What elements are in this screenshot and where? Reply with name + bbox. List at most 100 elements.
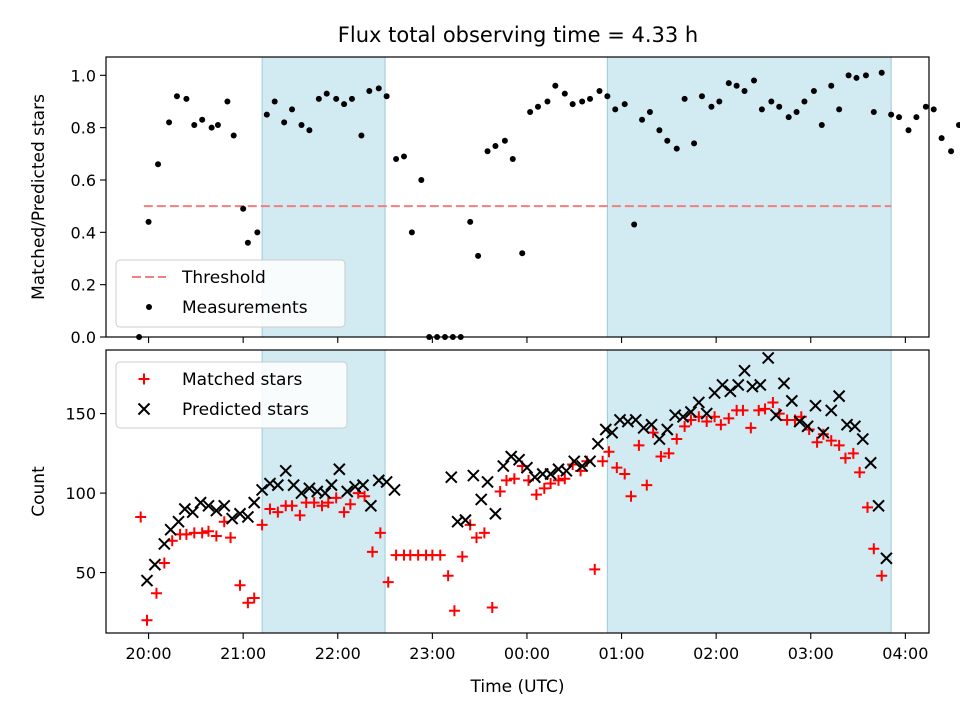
measurement-point — [896, 114, 903, 121]
matched-star-point — [868, 543, 880, 555]
predicted-star-point — [271, 478, 285, 492]
measurement-point — [878, 69, 885, 76]
predicted-star-point — [279, 464, 292, 478]
predicted-star-point — [809, 399, 822, 412]
measurement-point — [298, 122, 305, 129]
x-tick-label: 01:00 — [599, 644, 645, 663]
matched-star-point — [202, 525, 214, 537]
legend-label: Predicted stars — [182, 400, 309, 420]
measurement-point — [664, 137, 671, 144]
matched-star-point — [359, 490, 371, 502]
top-legend: Threshold Measurements — [115, 259, 346, 328]
measurement-point — [492, 142, 499, 149]
top-y-axis-label: Matched/Predicted stars — [29, 94, 49, 300]
x-tick-label: 20:00 — [126, 644, 172, 663]
y-tick-label: 1.0 — [71, 66, 96, 85]
measurement-point — [938, 135, 945, 142]
measurement-point — [955, 122, 960, 129]
y-tick-label: 100 — [65, 484, 96, 503]
predicted-star-point — [761, 351, 775, 365]
measurement-point — [333, 95, 340, 102]
measurement-point — [166, 119, 173, 126]
matched-star-point — [434, 549, 446, 561]
measurement-point — [673, 145, 680, 152]
predicted-star-point — [817, 426, 830, 439]
matched-star-point — [234, 579, 246, 591]
predicted-star-point — [605, 426, 619, 439]
predicted-star-point — [318, 486, 332, 500]
matched-star-point — [723, 412, 735, 424]
predicted-star-point — [178, 502, 192, 516]
predicted-star-point — [333, 463, 346, 476]
matched-star-point — [210, 530, 222, 542]
measurement-point — [768, 98, 775, 105]
measurement-point — [534, 103, 541, 110]
predicted-star-point — [247, 496, 261, 509]
measurement-point — [905, 127, 912, 134]
predicted-star-point — [661, 423, 674, 436]
matched-star-point — [366, 546, 378, 558]
predicted-star-point — [544, 467, 557, 481]
count-panel: 50 100 150 20:00 21:00 22:00 23:00 00:00 01:00 0… — [29, 349, 930, 697]
predicted-star-point — [825, 404, 838, 417]
top-axes-frame — [105, 56, 930, 338]
matched-star-point — [671, 433, 683, 445]
legend-label: Matched stars — [182, 370, 302, 390]
measurement-point — [930, 106, 937, 113]
matched-star-point — [471, 532, 483, 544]
matched-star-point — [135, 511, 147, 523]
matched-star-point — [272, 506, 284, 518]
predicted-star-point — [520, 461, 534, 474]
matched-star-point — [456, 551, 468, 563]
predicted-star-point — [637, 421, 650, 435]
measurement-point — [579, 98, 586, 105]
matched-star-point — [597, 455, 609, 467]
matched-star-point — [663, 447, 675, 459]
matched-star-point — [508, 473, 520, 485]
measurement-point — [375, 85, 382, 92]
bottom-y-axis-label: Count — [29, 466, 49, 517]
measurement-point — [501, 137, 508, 144]
measurement-point — [544, 98, 551, 105]
predicted-star-point — [233, 507, 247, 520]
x-tick-label: 02:00 — [693, 644, 739, 663]
ratio-panel: 0.0 0.2 0.4 0.6 0.8 1.0 Matched/Predicted sta… — [29, 56, 960, 347]
y-tick-label: 150 — [65, 405, 96, 424]
matched-star-point — [825, 435, 837, 447]
x-axis-label: Time (UTC) — [470, 677, 565, 697]
y-tick-label: 50 — [76, 564, 96, 583]
matched-star-point — [330, 492, 342, 504]
predicted-star-point — [738, 364, 751, 377]
measurement-point — [587, 95, 594, 102]
matched-star-point — [655, 451, 667, 463]
matched-star-point — [611, 462, 623, 474]
measurement-point — [400, 153, 407, 160]
measurement-point — [862, 72, 869, 79]
predicted-star-point — [356, 478, 370, 492]
predicted-star-point — [777, 377, 791, 390]
predicted-star-point — [241, 510, 255, 524]
measurement-point — [828, 82, 835, 89]
measurement-point — [408, 229, 415, 236]
predicted-star-point — [591, 437, 605, 451]
measurement-point — [467, 218, 474, 225]
matched-star-point — [817, 428, 829, 440]
measurement-points — [136, 69, 960, 340]
measurement-point — [750, 77, 757, 84]
matched-star-point — [715, 419, 727, 431]
predicted-star-point — [504, 450, 518, 463]
matched-star-point — [374, 527, 386, 539]
matched-star-point — [737, 404, 749, 416]
predicted-star-point — [303, 482, 316, 495]
matched-star-point — [552, 474, 564, 486]
matched-star-point — [442, 570, 454, 582]
matched-star-point — [196, 527, 208, 539]
y-tick-label: 0.6 — [71, 171, 96, 190]
matched-star-point — [847, 447, 859, 459]
measurement-point — [596, 88, 603, 95]
predicted-star-point — [599, 423, 612, 436]
measurement-point — [561, 90, 568, 97]
predicted-star-point — [497, 459, 510, 473]
matched-star-point — [759, 403, 771, 415]
matched-star-point — [633, 439, 645, 451]
